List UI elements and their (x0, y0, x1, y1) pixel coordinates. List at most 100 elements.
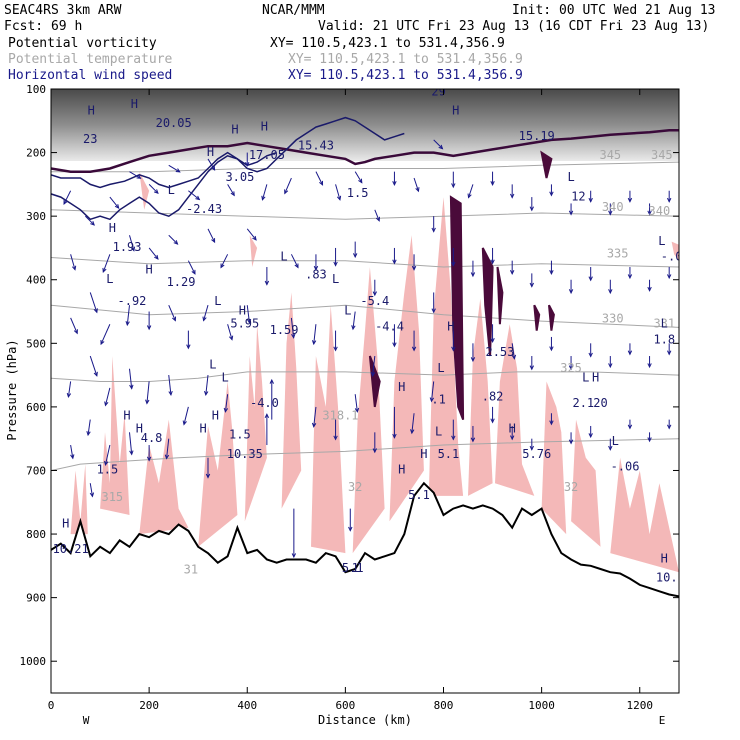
wind-arrow-shaft (146, 381, 150, 404)
pv-extremum-label: H (261, 119, 268, 133)
wind-arrow-head (509, 270, 515, 276)
wind-arrow (227, 324, 234, 341)
wind-arrow (70, 254, 77, 271)
pv-extremum-label: -.0 (661, 250, 683, 264)
wind-arrow (89, 355, 98, 377)
pv-extremum-label: H (398, 463, 405, 477)
wind-arrow (429, 381, 435, 403)
wind-arrow-head (438, 144, 444, 150)
pv-extremum-label: L (435, 425, 442, 439)
wind-arrow-head (261, 195, 266, 201)
forecast-hour: Fcst: 69 h (4, 19, 82, 34)
pv-extremum-label: H (452, 103, 459, 117)
wind-arrow (529, 438, 535, 451)
wind-arrow-shaft (129, 432, 133, 455)
wind-arrow-head (93, 371, 98, 377)
wind-arrow-shaft (207, 228, 216, 243)
wind-arrow (104, 387, 111, 407)
wind-arrow (431, 292, 436, 314)
wind-arrow (291, 508, 297, 559)
wind-arrow-head (136, 174, 142, 179)
wind-arrow (220, 254, 229, 269)
wind-arrow (470, 425, 476, 443)
wind-arrow (168, 164, 181, 173)
legend-theta-name: Potential temperature (8, 52, 173, 67)
wind-arrow (227, 184, 235, 197)
pv-fill-region (249, 235, 258, 267)
wind-arrow (467, 184, 474, 199)
wind-arrow (188, 190, 201, 201)
pv-fill-region (671, 241, 679, 261)
x-tick-label: 400 (237, 699, 257, 712)
wind-arrow (568, 432, 574, 445)
wind-arrow-head (333, 435, 338, 441)
wind-arrow (168, 234, 179, 245)
pv-extremum-label: L (106, 272, 113, 286)
wind-arrow-head (333, 346, 338, 352)
stratosphere-shading (51, 89, 679, 161)
wind-arrow (451, 330, 456, 352)
wind-arrow-head (202, 316, 207, 322)
terrain-mask (51, 483, 679, 693)
wind-arrow (70, 317, 78, 335)
pv-extremum-label: L (280, 250, 287, 264)
wind-arrow-shaft (220, 254, 229, 268)
pv-extremum-label: 5.1 (438, 447, 460, 461)
wind-arrow-head (490, 259, 495, 265)
pv-fill-region (311, 305, 346, 554)
wind-arrow (245, 152, 250, 167)
pv-extremum-label: -2.43 (186, 202, 222, 216)
wind-arrow-head (529, 282, 535, 288)
pv-fill-region (139, 419, 189, 535)
wind-arrow-head (129, 450, 134, 456)
pv-fill-region (100, 356, 130, 515)
pv-extremum-label: 15.43 (298, 138, 334, 152)
pv-strong-region (533, 304, 541, 331)
pv-extremum-label: H (661, 552, 668, 566)
pv-extremum-label: 5.1 (342, 561, 364, 575)
pv-extremum-label: 1.5 (97, 463, 119, 477)
wind-arrow-head (411, 265, 417, 271)
wind-arrow-shaft (224, 394, 229, 412)
wind-arrow-head (172, 316, 177, 322)
wind-arrow-head (549, 270, 554, 276)
wind-arrow (392, 171, 397, 187)
legend-wind-coords: XY= 110.5,423.1 to 531.4,356.9 (288, 68, 523, 83)
wind-arrow-head (647, 210, 652, 216)
wind-arrow (490, 247, 495, 265)
wind-arrow (148, 184, 159, 194)
pv-extremum-label: 1.29 (167, 275, 196, 289)
wind-arrow-head (392, 181, 397, 187)
wind-arrow-head (228, 335, 234, 341)
wind-arrow-head (153, 189, 159, 194)
valid-time: Valid: 21 UTC Fri 23 Aug 13 (16 CDT Fri … (318, 19, 709, 34)
wind-arrow-head (451, 261, 456, 267)
wind-arrow-head (66, 392, 72, 399)
pv-extremum-label: H (207, 145, 214, 159)
wind-arrow-shaft (205, 375, 209, 395)
pv-extremum-label: 2.53 (485, 345, 514, 359)
wind-arrow-shaft (227, 184, 235, 196)
wind-arrow-head (90, 221, 95, 226)
wind-arrow-head (73, 329, 78, 335)
wind-arrow-head (627, 274, 633, 280)
wind-arrow-head (529, 445, 535, 451)
wind-arrow (223, 394, 229, 413)
wind-arrow-head (608, 445, 613, 451)
wind-arrow (411, 330, 417, 352)
theta-label: 31 (184, 562, 198, 576)
wind-arrow-shaft (63, 190, 72, 205)
wind-arrow-head (529, 365, 535, 371)
pv-strong-region (496, 266, 504, 325)
pv-extremum-label: 20 (593, 396, 607, 410)
wind-arrow (205, 457, 211, 479)
wind-arrow (146, 311, 152, 331)
pv-extremum-label: L (612, 434, 619, 448)
wind-arrow (311, 406, 317, 428)
wind-arrow-head (223, 407, 229, 413)
plot-frame (50, 88, 680, 694)
pv-extremum-label: H (131, 97, 138, 111)
wind-arrow (104, 444, 111, 466)
wind-arrow-shaft (313, 406, 317, 427)
theta-label: 340 (649, 204, 671, 218)
